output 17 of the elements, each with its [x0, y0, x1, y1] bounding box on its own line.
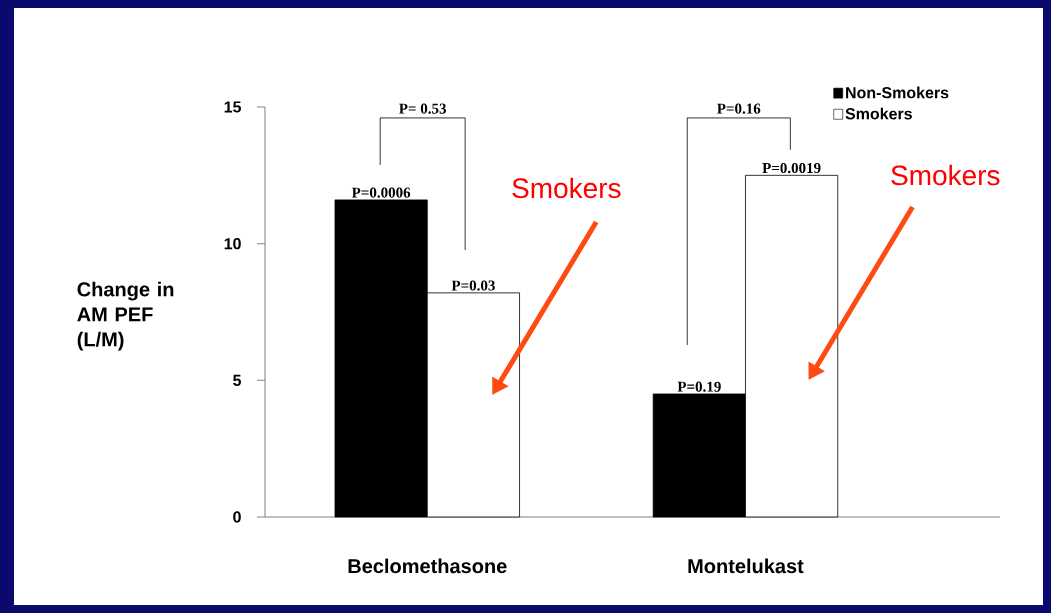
y-tick-label: 10: [224, 238, 241, 250]
annotation: P=0.0006: [351, 187, 411, 198]
annotation: P=0.03: [451, 280, 495, 291]
legend-label: Smokers: [845, 107, 912, 120]
y-tick-label: 5: [233, 374, 242, 386]
x-tick-label: Beclomethasone: [348, 558, 507, 574]
annotation: Smokers: [512, 177, 621, 199]
annotation: P=0.0019: [762, 162, 821, 174]
legend-label: Non-Smokers: [846, 86, 949, 99]
annotation: P=0.16: [717, 103, 761, 114]
annotation: Smokers: [891, 164, 1000, 186]
y-tick-label: 15: [224, 101, 242, 113]
annotation: P=0.19: [677, 381, 721, 392]
y-tick-label: 0: [233, 511, 241, 523]
annotation: P= 0.53: [399, 103, 446, 114]
y-axis-title: Change in AM PEF (L/M): [77, 281, 174, 351]
x-tick-label: Montelukast: [688, 558, 804, 574]
